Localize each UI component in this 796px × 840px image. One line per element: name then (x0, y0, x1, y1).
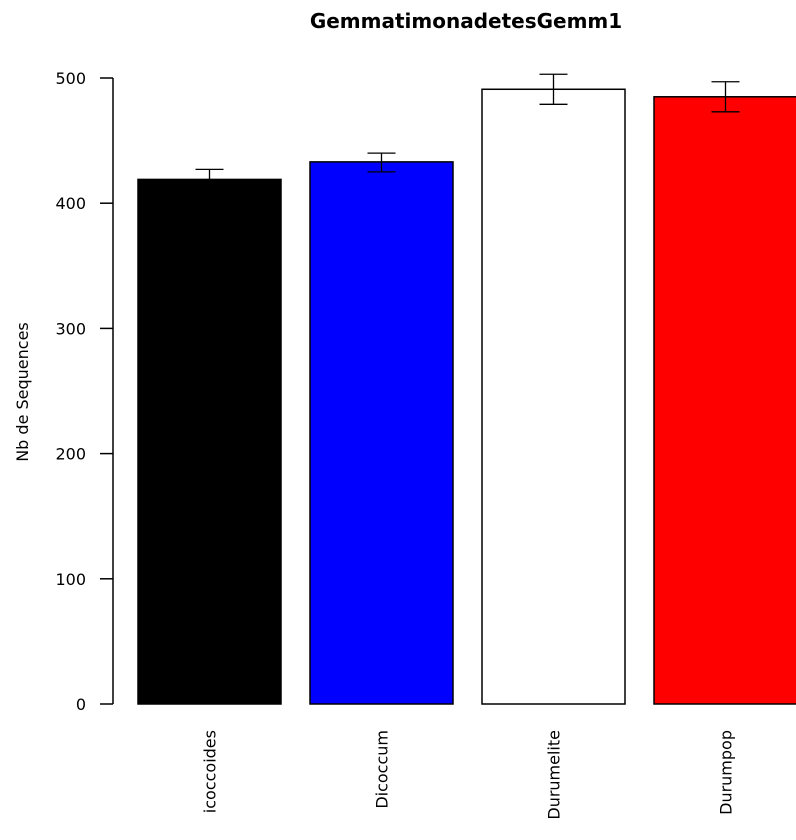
error-bar-icoccoides (195, 168, 224, 192)
bars (137, 88, 796, 705)
bar-durumpop (653, 96, 796, 705)
error-bar-durumelite (539, 73, 568, 105)
y-tick-label: 300 (55, 319, 86, 338)
y-tick-label: 400 (55, 194, 86, 213)
x-tick-label: Dicoccum (373, 730, 392, 809)
y-tick-label: 500 (55, 69, 86, 88)
error-bar-dicoccum (367, 152, 396, 173)
y-tick-label: 0 (76, 695, 86, 714)
y-axis-label: Nb de Sequences (13, 322, 32, 462)
x-tick-label: icoccoides (201, 730, 220, 813)
x-tick-labels: icoccoides Dicoccum Durumelite Durumpop (201, 730, 736, 820)
error-bars (195, 73, 740, 192)
y-tick-label: 100 (55, 570, 86, 589)
x-tick-label: Durumpop (717, 730, 736, 815)
bar-dicoccum (309, 161, 454, 705)
y-tick-label: 200 (55, 445, 86, 464)
x-tick-label: Durumelite (545, 730, 564, 820)
bar-icoccoides (137, 178, 282, 705)
bar-durumelite (481, 88, 626, 705)
error-bar-durumpop (711, 81, 740, 113)
chart-title: GemmatimonadetesGemm1 (310, 9, 622, 33)
y-axis: 0 100 200 300 400 500 (55, 69, 114, 714)
